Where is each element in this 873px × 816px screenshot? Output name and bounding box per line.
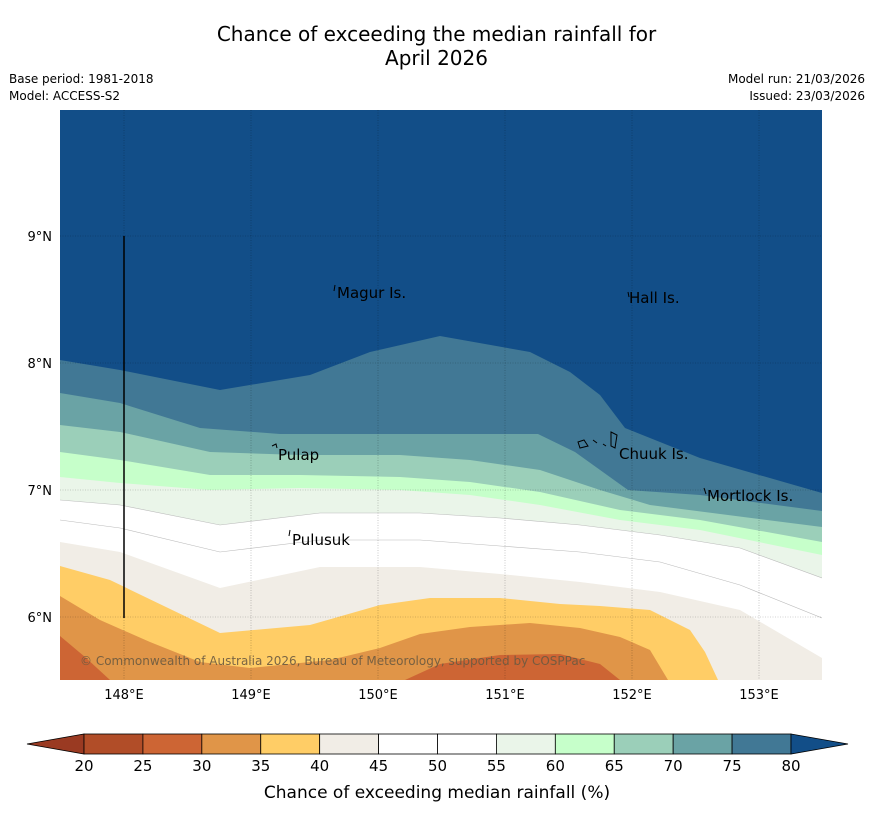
colorbar-title: Chance of exceeding median rainfall (%) [264,783,610,803]
colorbar-tick-65: 65 [605,757,624,775]
colorbar-under-arrow [26,733,85,755]
chuuk-island-marker [577,431,618,449]
place-hall: Hall Is. [629,289,680,307]
place-pulap: Pulap [278,446,319,464]
colorbar-segment-45-50 [378,733,438,755]
place-magur: Magur Is. [337,284,406,302]
colorbar-tick-40: 40 [310,757,329,775]
place-chuuk: Chuuk Is. [619,445,688,463]
colorbar-segment-55-60 [496,733,556,755]
lon-label-152e: 152°E [612,688,652,703]
hall-island-marker [627,291,630,298]
magur-island-marker [333,284,336,292]
model-run: Model run: 21/03/2026 [727,72,865,86]
lat-label-9n: 9°N [28,230,53,245]
title-line-1: Chance of exceeding the median rainfall … [216,22,657,46]
colorbar-tick-45: 45 [369,757,388,775]
chart-title: Chance of exceeding the median rainfall … [0,22,873,70]
lon-label-149e: 149°E [231,688,271,703]
title-line-2: April 2026 [385,46,488,70]
contour-line-55 [60,499,822,579]
pulusuk-island-marker [288,529,291,537]
pulap-island-marker [271,443,278,449]
colorbar-tick-75: 75 [723,757,742,775]
colorbar-segment-25-30 [142,733,203,755]
colorbar-tick-30: 30 [192,757,211,775]
colorbar-tick-80: 80 [781,757,800,775]
colorbar-segment-60-65 [554,733,615,755]
colorbar-segment-40-45 [319,733,379,755]
band-25-30-east [405,654,620,680]
contour-line-50 [60,519,822,619]
model-name: Model: ACCESS-S2 [9,89,121,103]
colorbar-over-arrow [790,733,849,755]
colorbar-segment-35-40 [260,733,321,755]
colorbar-segment-50-55 [437,733,497,755]
base-period: Base period: 1981-2018 [9,72,154,86]
lat-label-8n: 8°N [28,357,53,372]
colorbar-tick-35: 35 [251,757,270,775]
mortlock-island-marker [703,487,707,495]
place-mortlock: Mortlock Is. [707,487,793,505]
colorbar-tick-25: 25 [133,757,152,775]
colorbar-tick-60: 60 [546,757,565,775]
band-25-30 [60,636,110,680]
colorbar: 20 25 30 35 40 45 50 55 60 65 70 75 80 [26,733,849,775]
lon-label-150e: 150°E [358,688,398,703]
colorbar-segment-30-35 [201,733,262,755]
lat-label-7n: 7°N [28,484,53,499]
colorbar-tick-70: 70 [664,757,683,775]
colorbar-segment-75-80 [731,733,792,755]
place-pulusuk: Pulusuk [292,531,350,549]
colorbar-tick-20: 20 [74,757,93,775]
island-markers [271,284,707,537]
meta-left: Base period: 1981-2018 Model: ACCESS-S2 [9,71,154,105]
forecast-map[interactable] [60,110,822,680]
colorbar-tick-50: 50 [428,757,447,775]
copyright-notice: © Commonwealth of Australia 2026, Bureau… [80,654,585,668]
colorbar-segment-70-75 [672,733,733,755]
lon-label-153e: 153°E [739,688,779,703]
issued-date: Issued: 23/03/2026 [749,89,865,103]
lon-label-151e: 151°E [485,688,525,703]
meta-right: Model run: 21/03/2026 Issued: 23/03/2026 [728,71,865,105]
lat-label-6n: 6°N [28,611,53,626]
lon-label-148e: 148°E [104,688,144,703]
colorbar-segment-20-25 [83,733,144,755]
colorbar-segment-65-70 [613,733,674,755]
colorbar-tick-55: 55 [487,757,506,775]
